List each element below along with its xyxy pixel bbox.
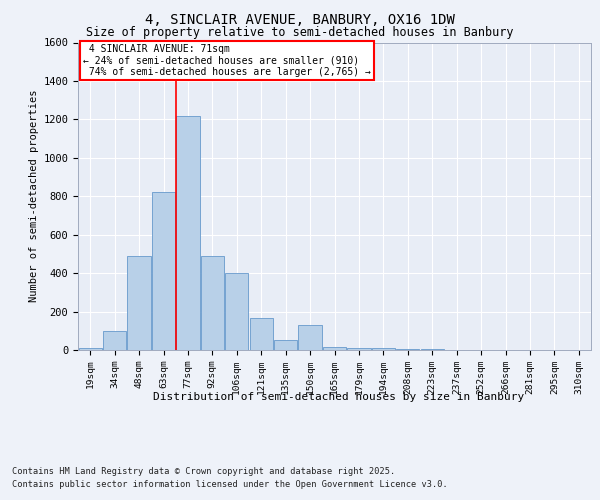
Text: 4 SINCLAIR AVENUE: 71sqm
← 24% of semi-detached houses are smaller (910)
 74% of: 4 SINCLAIR AVENUE: 71sqm ← 24% of semi-d… <box>83 44 371 77</box>
Bar <box>79 348 102 350</box>
Bar <box>323 347 346 350</box>
Bar <box>201 256 224 350</box>
Bar <box>152 192 175 350</box>
Bar <box>298 325 322 350</box>
Text: Distribution of semi-detached houses by size in Banbury: Distribution of semi-detached houses by … <box>154 392 524 402</box>
Text: Contains public sector information licensed under the Open Government Licence v3: Contains public sector information licen… <box>12 480 448 489</box>
Text: Size of property relative to semi-detached houses in Banbury: Size of property relative to semi-detach… <box>86 26 514 39</box>
Bar <box>396 349 419 350</box>
Bar <box>372 348 395 350</box>
Bar <box>176 116 200 350</box>
Bar <box>127 256 151 350</box>
Text: Contains HM Land Registry data © Crown copyright and database right 2025.: Contains HM Land Registry data © Crown c… <box>12 468 395 476</box>
Bar <box>250 318 273 350</box>
Y-axis label: Number of semi-detached properties: Number of semi-detached properties <box>29 90 39 302</box>
Bar <box>421 349 444 350</box>
Bar <box>274 340 297 350</box>
Bar <box>103 331 126 350</box>
Bar <box>347 348 371 350</box>
Bar <box>225 273 248 350</box>
Text: 4, SINCLAIR AVENUE, BANBURY, OX16 1DW: 4, SINCLAIR AVENUE, BANBURY, OX16 1DW <box>145 12 455 26</box>
